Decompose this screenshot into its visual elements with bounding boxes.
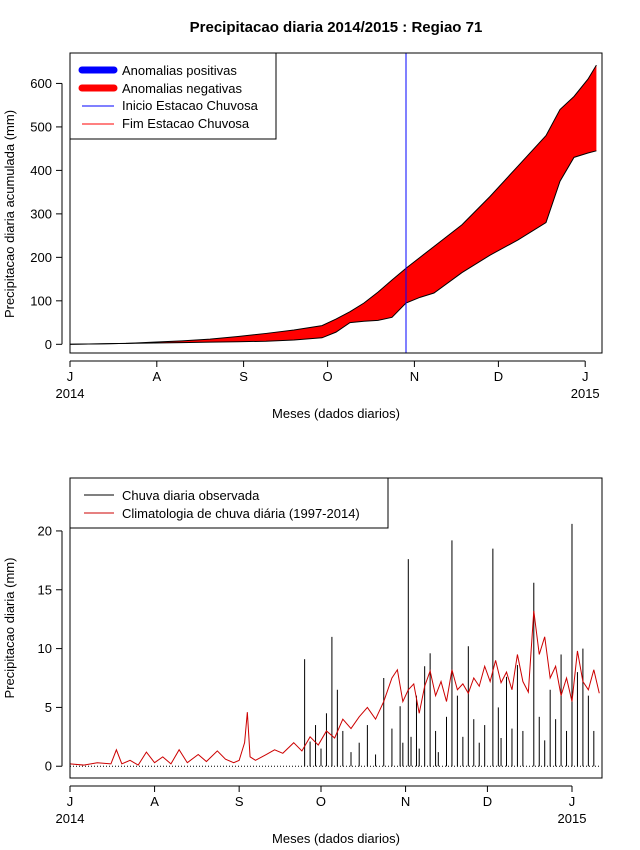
legend-label-start: Inicio Estacao Chuvosa [122,98,259,113]
bottom-y-tick-label: 0 [45,759,52,774]
bottom-x-tick-label: A [150,794,159,809]
top-x-tick-label: N [410,369,419,384]
top-y-tick-label: 500 [30,119,52,134]
bottom-x-tick-label: N [401,794,410,809]
bottom-legend-box [69,477,389,529]
top-y-tick-label: 200 [30,250,52,265]
top-x-tick-label: O [323,369,333,384]
top-legend: Anomalias positivas Anomalias negativas … [69,52,277,140]
legend-label-positive: Anomalias positivas [122,63,237,78]
legend-label-climatology: Climatologia de chuva diária (1997-2014) [122,506,360,521]
bottom-y-tick-label: 20 [38,523,52,538]
observed-cumulative-line [69,150,597,345]
bottom-x-tick-label: S [235,794,244,809]
chart-title: Precipitacao diaria 2014/2015 : Regiao 7… [190,19,483,36]
top-plot-content [69,53,597,353]
bottom-y-tick-label: 10 [38,641,52,656]
top-y-tick-label: 300 [30,206,52,221]
bottom-panel: 0 5 10 15 20 J A S O N D J 2014 2015 Precipitacao di… [2,477,603,846]
bottom-y-tick-label: 5 [45,700,52,715]
bottom-x-tick-label: J [67,794,74,809]
bottom-y-axis: 0 5 10 15 20 [38,523,63,774]
bottom-plot-content [69,523,600,767]
top-x-tick-label: J [67,369,74,384]
climatology-cumulative-line [69,64,597,345]
top-x-axis: J A S O N D J 2014 2015 [56,360,600,401]
top-x-tick-label: J [582,369,589,384]
top-y-tick-label: 0 [45,337,52,352]
top-x-tick-label: D [494,369,503,384]
bottom-legend: Chuva diaria observada Climatologia de c… [69,477,389,529]
top-y-axis: 0 100 200 300 400 500 600 [30,76,63,352]
bottom-y-tick-label: 15 [38,582,52,597]
top-x-tick-label: A [152,369,161,384]
legend-label-negative: Anomalias negativas [122,81,242,96]
bottom-x-tick-label: O [316,794,326,809]
bottom-year-label: 2015 [558,811,587,826]
top-y-tick-label: 600 [30,76,52,91]
bottom-y-axis-label: Precipitacao diaria (mm) [2,558,17,699]
top-y-tick-label: 400 [30,163,52,178]
top-x-axis-label: Meses (dados diarios) [272,406,400,421]
bottom-x-axis-label: Meses (dados diarios) [272,831,400,846]
top-y-tick-label: 100 [30,293,52,308]
top-year-label: 2015 [571,386,600,401]
climatology-daily-line [69,610,600,766]
bottom-x-axis: J A S O N D J 2014 2015 [56,785,587,826]
top-plot-frame [69,52,603,354]
bottom-year-label: 2014 [56,811,85,826]
top-x-tick-label: S [239,369,248,384]
top-year-label: 2014 [56,386,85,401]
legend-label-observed: Chuva diaria observada [122,488,260,503]
legend-label-end: Fim Estacao Chuvosa [122,116,250,131]
negative-anomaly-area [70,65,597,345]
top-y-axis-label: Precipitacao diaria acumulada (mm) [2,110,17,318]
bottom-x-tick-label: D [483,794,492,809]
bottom-x-tick-label: J [569,794,576,809]
top-panel: 0 100 200 300 400 500 600 J A S O N D J 2014 2015 Prec… [2,52,603,421]
